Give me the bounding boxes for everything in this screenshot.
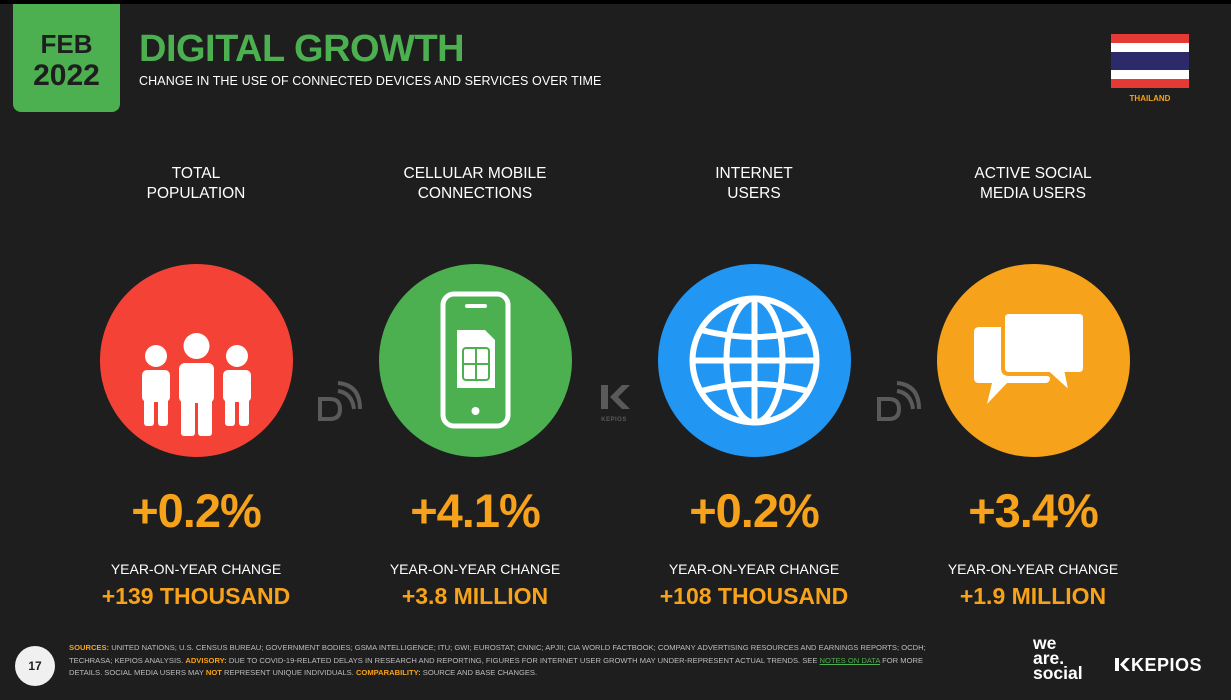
kepios-watermark-icon — [601, 385, 630, 409]
kepios-logo: KEPIOS — [1115, 655, 1202, 677]
page-title: DIGITAL GROWTH — [139, 28, 465, 70]
change-percent: +3.4% — [968, 484, 1099, 537]
yoy-label: YEAR-ON-YEAR CHANGE — [947, 561, 1119, 577]
datareportal-watermark-icon — [877, 381, 921, 421]
chat-bubbles-icon — [973, 310, 1087, 404]
yoy-label: YEAR-ON-YEAR CHANGE — [668, 561, 840, 577]
metric-label: ACTIVE SOCIAL MEDIA USERS — [974, 165, 1092, 202]
kepios-logo-icon — [1115, 658, 1130, 671]
kepios-watermark-text: KEPIOS — [601, 417, 627, 423]
page-number: 17 — [15, 646, 55, 686]
page-subtitle: CHANGE IN THE USE OF CONNECTED DEVICES A… — [139, 74, 602, 88]
date-month: FEB — [40, 29, 93, 59]
change-absolute: +1.9 MILLION — [959, 583, 1107, 609]
mobile-phone-icon — [440, 291, 510, 429]
change-percent: +4.1% — [410, 484, 541, 537]
change-percent: +0.2% — [689, 484, 820, 537]
metric-label: INTERNET USERS — [715, 165, 793, 202]
metric-label: TOTAL POPULATION — [146, 165, 246, 202]
datareportal-watermark-icon — [318, 381, 362, 421]
date-year: 2022 — [33, 59, 100, 92]
thailand-flag-icon — [1111, 34, 1189, 88]
social-circle — [936, 264, 1130, 457]
kepios-watermark: KEPIOS — [594, 382, 634, 423]
metric-label: CELLULAR MOBILE CONNECTIONS — [403, 165, 547, 202]
change-absolute: +139 THOUSAND — [101, 583, 291, 609]
footer-sources: SOURCES: UNITED NATIONS; U.S. CENSUS BUR… — [69, 643, 926, 677]
yoy-label: YEAR-ON-YEAR CHANGE — [110, 561, 282, 577]
people-icon — [141, 333, 251, 436]
internet-circle — [657, 264, 851, 457]
date-badge: FEB 2022 — [13, 4, 120, 112]
population-circle — [99, 264, 293, 457]
metric-total-population: TOTAL POPULATION +0.2% YEAR-ON-YEAR CHANG… — [81, 164, 311, 610]
we-are-social-logo: we are. social — [1033, 633, 1083, 683]
notes-on-data-link[interactable]: NOTES ON DATA — [819, 655, 881, 665]
metric-cellular-mobile-connections: CELLULAR MOBILE CONNECTIONS +4.1% YEAR-ON… — [360, 164, 590, 610]
country-label: THAILAND — [1129, 94, 1171, 103]
change-percent: +0.2% — [131, 484, 262, 537]
globe-icon — [689, 295, 819, 426]
metric-internet-users: INTERNET USERS +0.2% YEAR-ON-YEAR CHANGE … — [639, 164, 869, 610]
slide: FEB 2022 DIGITAL GROWTH CHANGE IN THE US… — [0, 4, 1231, 700]
metric-active-social-media-users: ACTIVE SOCIAL MEDIA USERS +3.4% YEAR-ON-Y… — [918, 164, 1148, 610]
mobile-circle — [378, 264, 572, 457]
change-absolute: +3.8 MILLION — [401, 583, 549, 609]
change-absolute: +108 THOUSAND — [659, 583, 849, 609]
yoy-label: YEAR-ON-YEAR CHANGE — [389, 561, 561, 577]
